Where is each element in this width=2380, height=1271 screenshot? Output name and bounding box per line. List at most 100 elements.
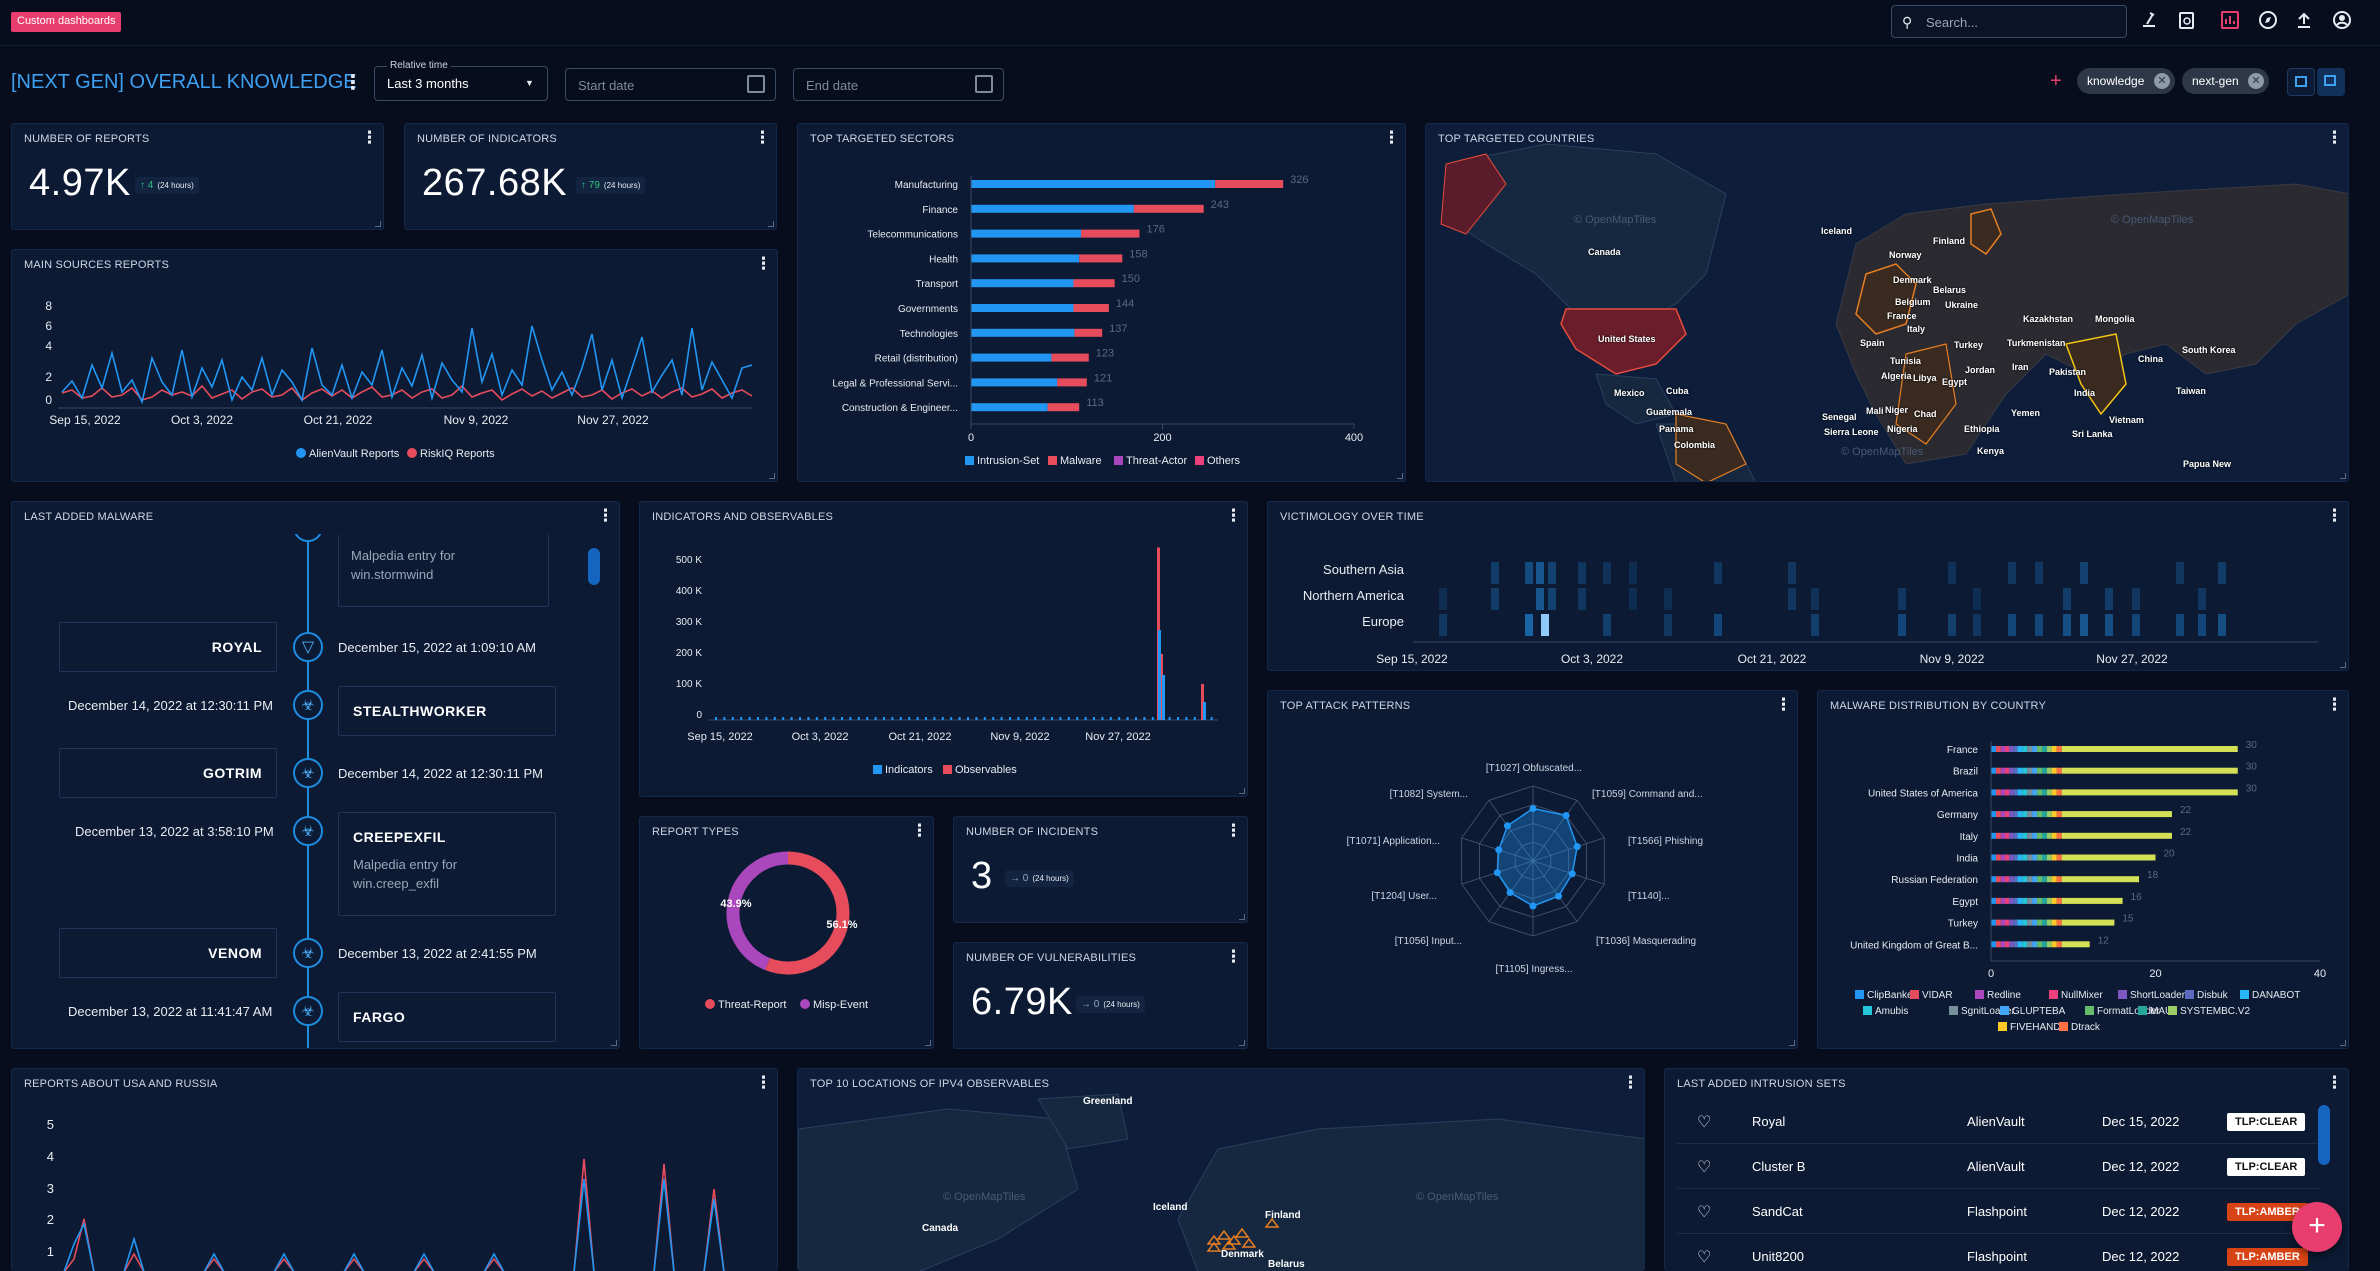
resize-handle[interactable] <box>1239 1040 1245 1046</box>
legend-label[interactable]: Others <box>1207 455 1241 467</box>
panel-menu-icon[interactable]: ⋮ <box>1225 821 1242 840</box>
resize-handle[interactable] <box>769 473 775 479</box>
panel-menu-icon[interactable]: ⋮ <box>755 254 772 273</box>
dashboard-icon[interactable] <box>2220 10 2240 30</box>
panel-menu-icon[interactable]: ⋮ <box>1775 695 1792 714</box>
relative-time-select[interactable]: Relative time Last 3 months ▼ <box>374 60 548 101</box>
start-date-field[interactable]: Start date <box>565 68 776 101</box>
malware-card-royal[interactable]: ROYAL <box>59 622 277 672</box>
export-pdf-icon[interactable] <box>2317 68 2345 96</box>
legend-label[interactable]: RiskIQ Reports <box>420 448 495 460</box>
add-tag-icon[interactable]: + <box>2050 70 2062 92</box>
calendar-icon[interactable] <box>747 75 765 93</box>
malware-card-fargo[interactable]: FARGO <box>338 992 556 1042</box>
legend-label[interactable]: SgnitLoader <box>1961 1006 2016 1017</box>
resize-handle[interactable] <box>1239 788 1245 794</box>
panel-menu-icon[interactable]: ⋮ <box>2326 1073 2343 1092</box>
resize-handle[interactable] <box>375 221 381 227</box>
panel-menu-icon[interactable]: ⋮ <box>1225 947 1242 966</box>
upload-icon[interactable] <box>2294 10 2314 30</box>
account-icon[interactable] <box>2332 10 2352 30</box>
legend-label[interactable]: Indicators <box>885 764 933 776</box>
malware-card-stealthworker[interactable]: STEALTHWORKER <box>338 686 556 736</box>
resize-handle[interactable] <box>768 221 774 227</box>
tag-chip-next-gen[interactable]: next-gen ✕ <box>2182 68 2269 94</box>
compass-icon[interactable] <box>2258 10 2278 30</box>
legend-label[interactable]: Observables <box>955 764 1017 776</box>
legend-label[interactable]: Disbuk <box>2197 990 2229 1001</box>
panel-menu-icon[interactable]: ⋮ <box>2326 506 2343 525</box>
donut-slice[interactable] <box>726 851 789 971</box>
radar-point[interactable] <box>1506 889 1514 897</box>
resize-handle[interactable] <box>925 1040 931 1046</box>
radar-point[interactable] <box>1493 869 1501 877</box>
panel-menu-icon[interactable]: ⋮ <box>754 128 771 147</box>
end-date-field[interactable]: End date <box>793 68 1004 101</box>
legend-label[interactable]: Intrusion-Set <box>977 455 1039 467</box>
resize-handle[interactable] <box>1397 473 1403 479</box>
legend-label[interactable]: AlienVault Reports <box>309 448 400 460</box>
legend-label[interactable]: FIVEHANDS <box>2010 1022 2068 1033</box>
remove-tag-icon[interactable]: ✕ <box>2248 73 2264 89</box>
legend-label[interactable]: ClipBanker <box>1867 990 1917 1001</box>
legend-label[interactable]: DANABOT <box>2252 990 2300 1001</box>
intrusion-set-row[interactable]: ♡ SandCat Flashpoint Dec 12, 2022 TLP:AMBER <box>1677 1189 2319 1234</box>
legend-label[interactable]: Threat-Report <box>718 999 786 1011</box>
malware-card-venom[interactable]: VENOM <box>59 928 277 978</box>
radar-point[interactable] <box>1568 870 1576 878</box>
scrollbar-thumb[interactable] <box>2318 1105 2330 1165</box>
intrusion-set-row[interactable]: ♡ Royal AlienVault Dec 15, 2022 TLP:CLEAR <box>1677 1099 2319 1144</box>
ipv4-world-map[interactable] <box>798 1069 1645 1271</box>
add-widget-button[interactable]: + <box>2292 1202 2342 1252</box>
scrollbar-thumb[interactable] <box>588 548 600 585</box>
radar-point[interactable] <box>1503 822 1511 830</box>
legend-label[interactable]: ShortLoader <box>2130 990 2186 1001</box>
legend-label[interactable]: FormatLoader <box>2097 1006 2160 1017</box>
clipboard-search-icon[interactable] <box>2177 10 2197 30</box>
panel-menu-icon[interactable]: ⋮ <box>361 128 378 147</box>
radar-point[interactable] <box>1529 805 1537 812</box>
legend-label[interactable]: Amubis <box>1875 1006 1908 1017</box>
legend-label[interactable]: GLUPTEBA <box>2012 1006 2066 1017</box>
legend-label[interactable]: Misp-Event <box>813 999 868 1011</box>
panel-menu-icon[interactable]: ⋮ <box>1225 506 1242 525</box>
resize-handle[interactable] <box>611 1040 617 1046</box>
investigation-icon[interactable] <box>2139 10 2159 30</box>
malware-card-creepexfil[interactable]: CREEPEXFIL Malpedia entry for win.creep_e… <box>338 812 556 916</box>
legend-label[interactable]: Malware <box>1060 455 1102 467</box>
legend-label[interactable]: Redline <box>1987 990 2021 1001</box>
world-map[interactable] <box>1426 124 2349 482</box>
radar-point[interactable] <box>1555 892 1563 900</box>
title-menu-icon[interactable]: ⋮ <box>343 72 363 94</box>
panel-menu-icon[interactable]: ⋮ <box>1622 1073 1639 1092</box>
legend-label[interactable]: NullMixer <box>2061 990 2103 1001</box>
search-input[interactable]: ⚲ Search... <box>1891 5 2127 38</box>
panel-menu-icon[interactable]: ⋮ <box>911 821 928 840</box>
malware-card[interactable]: Malpedia entry for win.stormwind <box>338 534 549 607</box>
export-image-icon[interactable] <box>2287 68 2315 96</box>
panel-menu-icon[interactable]: ⋮ <box>1383 128 1400 147</box>
resize-handle[interactable] <box>2340 473 2346 479</box>
resize-handle[interactable] <box>1239 914 1245 920</box>
donut-slice[interactable] <box>765 851 850 975</box>
app-badge[interactable]: Custom dashboards <box>11 12 122 32</box>
panel-menu-icon[interactable]: ⋮ <box>755 1073 772 1092</box>
resize-handle[interactable] <box>2340 1040 2346 1046</box>
resize-handle[interactable] <box>2340 662 2346 668</box>
intrusion-set-row[interactable]: ♡ Unit8200 Flashpoint Dec 12, 2022 TLP:AMBER <box>1677 1234 2319 1271</box>
radar-point[interactable] <box>1562 811 1570 819</box>
malware-card-gotrim[interactable]: GOTRIM <box>59 748 277 798</box>
legend-label[interactable]: SYSTEMBC.V2 <box>2180 1006 2250 1017</box>
panel-menu-icon[interactable]: ⋮ <box>2326 695 2343 714</box>
remove-tag-icon[interactable]: ✕ <box>2154 73 2170 89</box>
legend-label[interactable]: Dtrack <box>2071 1022 2101 1033</box>
legend-label[interactable]: MAUI <box>2150 1006 2175 1017</box>
radar-point[interactable] <box>1495 846 1503 854</box>
panel-menu-icon[interactable]: ⋮ <box>2326 128 2343 147</box>
legend-label[interactable]: Threat-Actor <box>1126 455 1187 467</box>
intrusion-set-row[interactable]: ♡ Cluster B AlienVault Dec 12, 2022 TLP:CLEA… <box>1677 1144 2319 1189</box>
calendar-icon[interactable] <box>975 75 993 93</box>
tag-chip-knowledge[interactable]: knowledge ✕ <box>2077 68 2175 94</box>
resize-handle[interactable] <box>1789 1040 1795 1046</box>
panel-menu-icon[interactable]: ⋮ <box>597 506 614 525</box>
